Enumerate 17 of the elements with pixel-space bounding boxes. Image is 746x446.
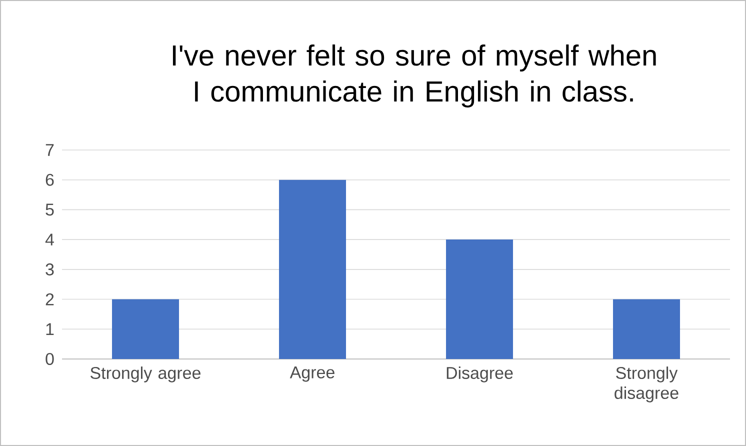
y-tick-label: 0 — [46, 352, 54, 366]
x-tick-label: Strongly agree — [90, 366, 200, 382]
y-tick-label: 5 — [46, 204, 54, 216]
x-tick-label: Strongly disagree — [614, 366, 678, 402]
y-tick-label: 4 — [45, 234, 54, 246]
y-tick-label: 2 — [46, 293, 54, 306]
x-tick-label: Agree — [290, 366, 334, 382]
bar — [112, 299, 180, 359]
chart-title: I've never felt so sure of myself when I communicate in English in class. — [172, 44, 656, 108]
y-tick-label: 1 — [46, 323, 54, 335]
y-tick-label: 3 — [46, 263, 54, 276]
y-tick-label: 7 — [46, 144, 54, 156]
bar — [613, 299, 680, 359]
x-tick-label: Disagree — [446, 366, 513, 382]
bar — [446, 240, 514, 359]
y-tick-label: 6 — [46, 174, 54, 186]
bar — [279, 180, 346, 359]
